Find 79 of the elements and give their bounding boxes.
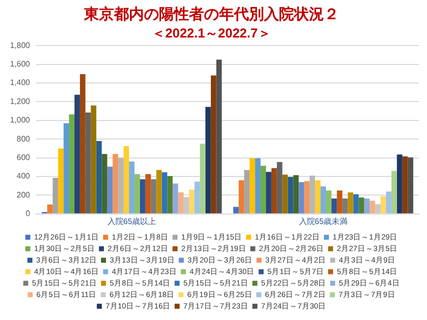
- bar: [58, 148, 64, 214]
- bar: [184, 197, 190, 214]
- bar: [52, 178, 58, 214]
- bar: [260, 166, 266, 214]
- bar: [216, 60, 222, 214]
- bar: [244, 170, 250, 214]
- bar: [358, 198, 364, 214]
- bar: [288, 176, 294, 214]
- bar: [348, 192, 354, 214]
- bar: [375, 204, 381, 214]
- bar: [134, 174, 140, 214]
- y-tick-label: 800: [16, 134, 31, 144]
- y-tick-label: 1,200: [10, 96, 31, 106]
- bar: [69, 114, 74, 214]
- bar: [233, 206, 239, 214]
- bar: [310, 176, 316, 214]
- bar: [107, 166, 113, 214]
- bar: [205, 106, 211, 214]
- bar: [145, 174, 151, 214]
- bar: [255, 158, 261, 214]
- y-tick-label: 1,600: [10, 60, 31, 69]
- bar: [74, 94, 80, 214]
- bar: [102, 154, 108, 214]
- bar: [80, 74, 86, 214]
- bar: [129, 162, 134, 214]
- bar: [391, 170, 397, 214]
- bar: [156, 170, 162, 214]
- bar: [386, 191, 392, 214]
- bar: [118, 158, 124, 214]
- bar: [402, 156, 408, 214]
- bar: [150, 179, 156, 214]
- bar: [189, 190, 194, 214]
- bar: [200, 144, 206, 214]
- bar: [194, 182, 200, 214]
- x-tick-label: 入院65歳未満: [298, 216, 348, 226]
- y-tick-label: 600: [16, 153, 31, 162]
- bar: [162, 172, 168, 214]
- bar: [364, 198, 370, 214]
- bar: [47, 204, 53, 214]
- chart-title: 東京都内の陽性者の年代別入院状況２: [83, 5, 339, 24]
- chart-subtitle: ＜2022.1～2022.7＞: [152, 25, 271, 40]
- bar: [353, 194, 359, 214]
- bar: [276, 162, 282, 214]
- bar: [271, 168, 277, 214]
- y-tick-label: 200: [16, 190, 31, 200]
- bar: [64, 123, 70, 214]
- bar: [250, 158, 256, 214]
- bar: [210, 76, 216, 214]
- bar: [85, 112, 91, 214]
- y-tick-label: 1,800: [10, 40, 31, 50]
- bar: [326, 190, 332, 214]
- bar: [112, 154, 118, 214]
- bar: [266, 172, 272, 214]
- y-tick-label: 1,400: [10, 78, 31, 88]
- bar: [172, 184, 178, 214]
- bar: [396, 154, 402, 214]
- bar: [304, 181, 310, 214]
- y-tick-label: 0: [26, 209, 31, 218]
- bar: [331, 198, 337, 214]
- bar: [298, 182, 304, 214]
- bar: [320, 186, 326, 214]
- bar: [342, 198, 348, 214]
- bar: [178, 192, 184, 214]
- bar: [167, 176, 173, 214]
- bar: [124, 146, 130, 214]
- bar: [370, 200, 376, 214]
- bar: [380, 196, 386, 214]
- x-tick-label: 入院65歳以上: [107, 216, 156, 226]
- bar: [238, 180, 244, 214]
- bar: [315, 180, 321, 214]
- y-tick-label: 1,000: [10, 116, 31, 125]
- bar: [96, 140, 102, 214]
- bar: [336, 190, 342, 214]
- bar: [282, 174, 288, 214]
- bar: [90, 105, 96, 214]
- bar: [140, 179, 146, 214]
- bar: [293, 175, 299, 214]
- bar: [408, 157, 414, 214]
- y-tick-label: 400: [16, 172, 31, 181]
